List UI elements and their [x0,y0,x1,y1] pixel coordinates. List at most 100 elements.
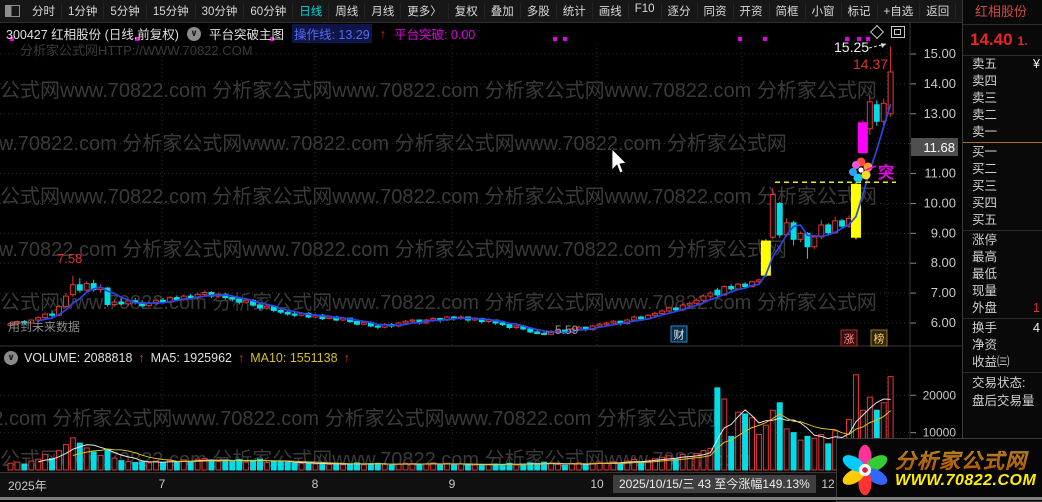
breakout-flower-marker [861,170,871,180]
volume-bar [62,444,69,471]
volume-bar [499,463,506,471]
volume-bar [402,462,409,471]
diamond-icon[interactable] [869,24,885,40]
toolbar-item-返回[interactable]: 返回 [920,3,957,19]
volume-bar [215,460,222,471]
volume-bar [457,463,464,471]
candle [263,305,270,309]
axis-tick-7: 7 [158,477,166,491]
signal-dot [135,37,139,41]
toolbar-item-复权[interactable]: 复权 [449,3,485,19]
toolbar-item-周线[interactable]: 周线 [329,3,366,19]
quote-row-最高: 最高 [972,250,998,264]
price-axis-label: 10.00 [923,195,956,210]
watermark-text: 分析家公式网www.70822.com 分析家公式网www.70822.com … [0,185,877,208]
toolbar-item-日线[interactable]: 日线 [293,3,330,19]
volume-bar [49,457,56,471]
volume-bar [416,463,423,471]
last-price: 14.40 1. [963,25,1042,56]
volume-bar [631,459,638,471]
volume-bar [319,462,326,471]
volume-bar [575,462,582,471]
volume-ma10-value: MA10: 1551138 [250,351,338,365]
popout-window-icon[interactable] [891,26,905,38]
volume-bar [749,417,756,471]
volume-bar [159,462,166,471]
toolbar-item-叠加[interactable]: 叠加 [485,3,521,19]
volume-bar [367,463,374,471]
event-badge[interactable] [670,325,688,343]
window-bottom-edge [0,497,1042,500]
chart-corner-icons [869,24,905,40]
chart-title-bar: 300427 红相股份 (日线.前复权) ∨ 平台突破主图 操作线: 13.29… [6,24,475,43]
candle [118,301,125,305]
toolbar-item-F10[interactable]: F10 [629,3,662,19]
toolbar-item-统计[interactable]: 统计 [557,3,593,19]
volume-bar [700,450,707,471]
signal-dot [866,37,870,41]
quote-row-净资: 净资 [972,338,998,352]
toolbar-item-多股[interactable]: 多股 [521,3,557,19]
volume-bar [7,462,14,471]
price-axis-label: 14.00 [923,76,956,91]
toolbar-item-分时[interactable]: 分时 [26,3,62,19]
volume-bar [298,463,305,471]
candle [104,287,111,305]
toolbar-item-60分钟[interactable]: 60分钟 [244,3,294,19]
candle [735,283,742,290]
toolbar-item-简框[interactable]: 简框 [770,3,806,19]
toolbar-item-标记[interactable]: 标记 [842,3,878,19]
toolbar-item-逐分[interactable]: 逐分 [662,3,698,19]
price-axis-label: 11.00 [924,166,956,181]
quote-row-卖二: 卖二 [972,108,998,122]
toolbar-item-月线[interactable]: 月线 [365,3,402,19]
event-badge[interactable] [840,329,858,347]
quote-panel-rows: 卖五 ¥ 卖四 卖三 卖二 卖一 买一 买二 买三 买四 买五 涨停 最高 最低 现量 外盘 1 换手 4 净资 收益㈢… [963,56,1042,410]
volume-bar [464,464,471,471]
op-line-value: 操作线: 13.29 [291,24,372,43]
toolbar-item-小窗[interactable]: 小窗 [806,3,842,19]
volume-bar [354,462,360,471]
candle [839,220,846,227]
indicator-name[interactable]: 平台突破主图 [208,28,284,42]
candle [631,316,638,321]
candle [575,326,582,330]
candle [21,321,28,324]
candle [256,304,263,309]
volume-bar [451,463,458,471]
quote-row-外盘: 外盘 1 [972,301,1040,315]
quote-status-row: 交易状态: [972,376,1026,390]
toolbar-item-5分钟[interactable]: 5分钟 [104,3,147,19]
volume-bar [520,463,527,471]
logo-site-url: WWW.70822.COM [895,471,1037,489]
toolbar-item-1分钟[interactable]: 1分钟 [62,3,105,19]
chevron-down-icon[interactable]: ∨ [186,26,201,41]
split-view-icon[interactable] [5,5,20,17]
candlestick-chart-canvas[interactable]: 分析家公式网HTTP://WWW.70822.COM 分析家公式网www.7082… [0,22,962,472]
toolbar-item-30分钟[interactable]: 30分钟 [196,3,245,19]
event-badge[interactable] [870,329,888,347]
signal-dot [553,37,557,41]
volume-bar [804,435,811,471]
chevron-down-icon[interactable]: ∨ [4,351,18,365]
breakout-flower-marker [849,168,857,176]
chart-annotation: 15.25 [834,39,869,55]
toolbar-item-同资[interactable]: 同资 [698,3,734,19]
volume-bar [173,461,180,471]
toolbar-item-更多〉[interactable]: 更多〉 [401,3,449,19]
volume-bar [125,460,132,471]
candle [554,329,561,332]
candle [665,307,672,312]
toolbar-item-开资[interactable]: 开资 [734,3,770,19]
volume-bar [146,462,153,471]
signal-dot [270,37,274,41]
toolbar-item-15分钟[interactable]: 15分钟 [147,3,196,19]
candle [506,323,513,328]
watermark-text: 分析家公式网HTTP://WWW.70822.COM [20,43,253,58]
candle [83,283,90,291]
chart-annotation: 突 [878,163,894,182]
candle [49,313,56,316]
candle [243,299,250,303]
toolbar-item-+自选[interactable]: +自选 [878,3,921,19]
toolbar-item-画线[interactable]: 画线 [593,3,629,19]
